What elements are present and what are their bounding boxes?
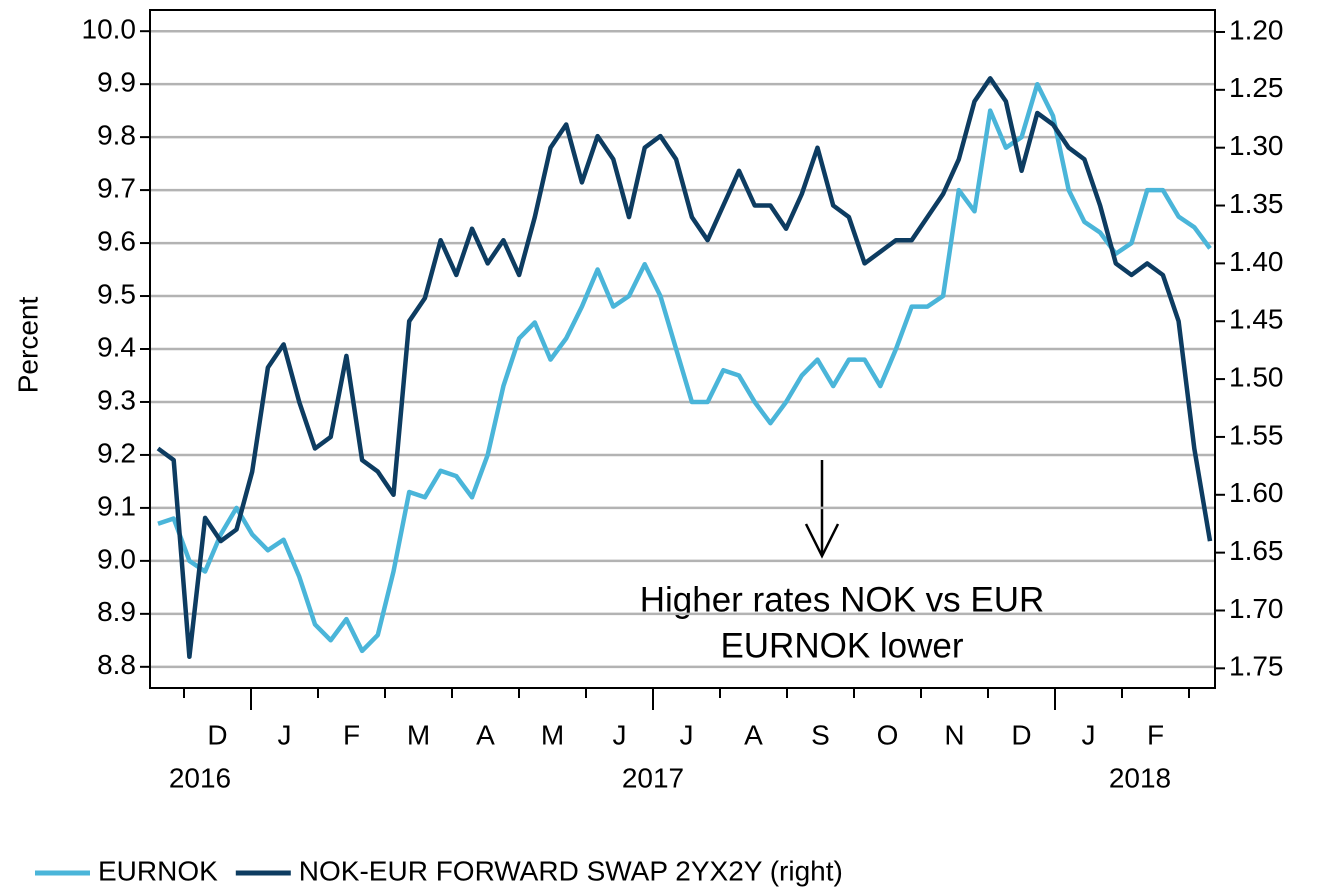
y2-tick-label: 1.60 [1229,477,1284,508]
y2-tick-label: 1.70 [1229,593,1284,624]
year-label: 2016 [169,762,231,793]
x-tick-label: J [613,719,627,750]
y2-tick-label: 1.65 [1229,535,1284,566]
x-tick-label: O [877,719,899,750]
x-tick-label: D [207,719,227,750]
y-tick-label: 9.0 [97,543,136,574]
x-tick-label: A [744,719,763,750]
x-tick-label: J [278,719,292,750]
y2-tick-label: 1.35 [1229,188,1284,219]
y2-tick-label: 1.20 [1229,14,1284,45]
year-label: 2018 [1109,762,1171,793]
year-label: 2017 [622,762,684,793]
series-line [156,76,1213,660]
y2-tick-label: 1.40 [1229,246,1284,277]
y-axis-label: Percent [12,297,43,394]
x-tick-label: M [407,719,430,750]
x-tick-label: A [476,719,495,750]
y-tick-label: 9.5 [97,278,136,309]
y2-tick-label: 1.55 [1229,419,1284,450]
y-tick-label: 9.1 [97,490,136,521]
legend-label: NOK-EUR FORWARD SWAP 2YX2Y (right) [299,855,843,886]
x-tick-label: D [1011,719,1031,750]
x-tick-label: M [541,719,564,750]
y2-tick-label: 1.30 [1229,130,1284,161]
legend-label: EURNOK [98,855,218,886]
y2-tick-label: 1.75 [1229,651,1284,682]
plot-frame [149,9,1216,689]
x-tick-label: J [680,719,694,750]
series-line [157,81,1212,654]
y-tick-label: 9.2 [97,437,136,468]
y-tick-label: 10.0 [82,14,137,45]
y-tick-label: 8.9 [97,596,136,627]
annotation: EURNOK lower [720,626,963,665]
y-tick-label: 9.8 [97,120,136,151]
y-tick-label: 9.7 [97,172,136,203]
x-tick-label: J [1082,719,1096,750]
x-tick-label: N [944,719,964,750]
y-tick-label: 9.4 [97,331,136,362]
x-tick-label: F [1147,719,1164,750]
y-tick-label: 8.8 [97,649,136,680]
x-tick-label: S [811,719,830,750]
x-tick-label: F [343,719,360,750]
y-tick-label: 9.9 [97,67,136,98]
y2-tick-label: 1.45 [1229,304,1284,335]
y-tick-label: 9.6 [97,225,136,256]
y2-tick-label: 1.25 [1229,72,1284,103]
y-tick-label: 9.3 [97,384,136,415]
y2-tick-label: 1.50 [1229,361,1284,392]
